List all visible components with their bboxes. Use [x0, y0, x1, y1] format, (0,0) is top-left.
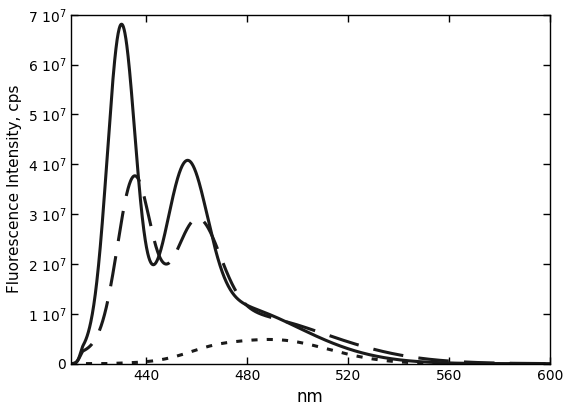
- Y-axis label: Fluorescence Intensity, cps: Fluorescence Intensity, cps: [7, 85, 22, 294]
- X-axis label: nm: nm: [297, 388, 324, 406]
